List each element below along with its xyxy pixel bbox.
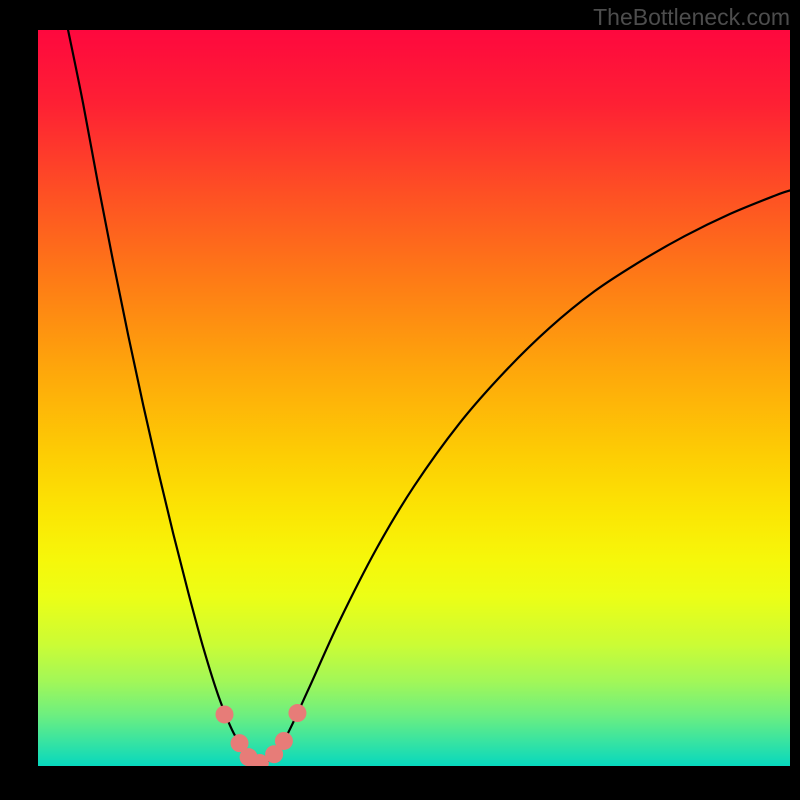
chart-svg xyxy=(0,0,800,800)
watermark-text: TheBottleneck.com xyxy=(593,4,790,31)
chart-canvas: TheBottleneck.com xyxy=(0,0,800,800)
